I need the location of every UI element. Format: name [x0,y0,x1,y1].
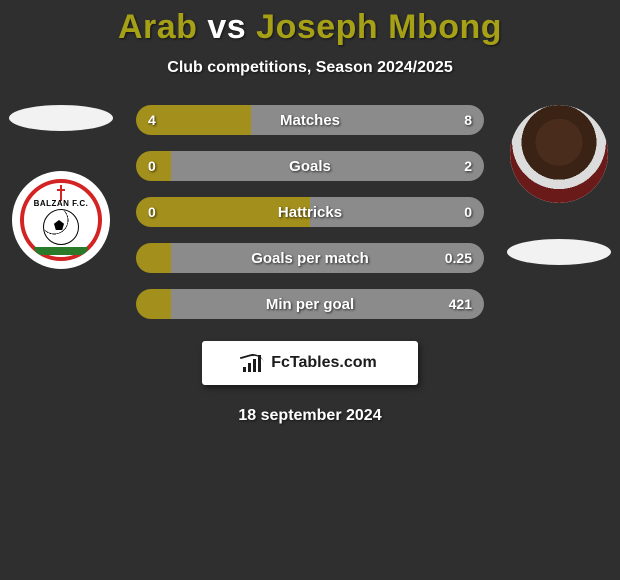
badge-text: BALZAN F.C. [20,199,102,208]
left-club-badge: BALZAN F.C. [12,171,110,269]
title-player1: Arab [118,8,197,46]
stat-row: Goals 0 2 [136,151,484,181]
stats-list: Matches 4 8 Goals 0 2 Hattricks 0 0 Goals per mat… [136,105,484,319]
stat-value-right: 421 [449,296,472,312]
balzan-fc-badge: BALZAN F.C. [20,179,102,261]
date-text: 18 september 2024 [0,407,620,425]
left-ellipse [9,105,113,131]
title-vs: vs [207,8,246,46]
stat-value-left: 0 [148,158,156,174]
stat-value-right: 0 [464,204,472,220]
stat-label: Min per goal [266,296,354,313]
stat-label: Goals [289,158,331,175]
brand-text: FcTables.com [271,354,377,372]
stat-label: Matches [280,112,340,129]
left-avatar-column: BALZAN F.C. [6,105,116,269]
stat-value-right: 0.25 [445,250,472,266]
brand-card: FcTables.com [202,341,418,385]
player-face-placeholder [510,105,608,203]
title-player2: Joseph Mbong [256,8,502,46]
stat-value-right: 8 [464,112,472,128]
right-ellipse [507,239,611,265]
bar-chart-icon [243,354,265,372]
title-row: Arab vs Joseph Mbong [0,8,620,47]
stat-row: Matches 4 8 [136,105,484,135]
infographic-root: Arab vs Joseph Mbong Club competitions, … [0,0,620,580]
stat-row: Hattricks 0 0 [136,197,484,227]
right-player-photo [510,105,608,203]
subtitle: Club competitions, Season 2024/2025 [0,59,620,77]
right-avatar-column [504,105,614,265]
stat-value-right: 2 [464,158,472,174]
stat-label: Hattricks [278,204,342,221]
stat-value-left: 0 [148,204,156,220]
content-area: BALZAN F.C. Matches48Goals02Hattricks00G… [0,105,620,319]
stat-row: Min per goal 421 [136,289,484,319]
stat-value-left: 4 [148,112,156,128]
stat-row: Goals per match 0.25 [136,243,484,273]
stat-label: Goals per match [251,250,369,267]
